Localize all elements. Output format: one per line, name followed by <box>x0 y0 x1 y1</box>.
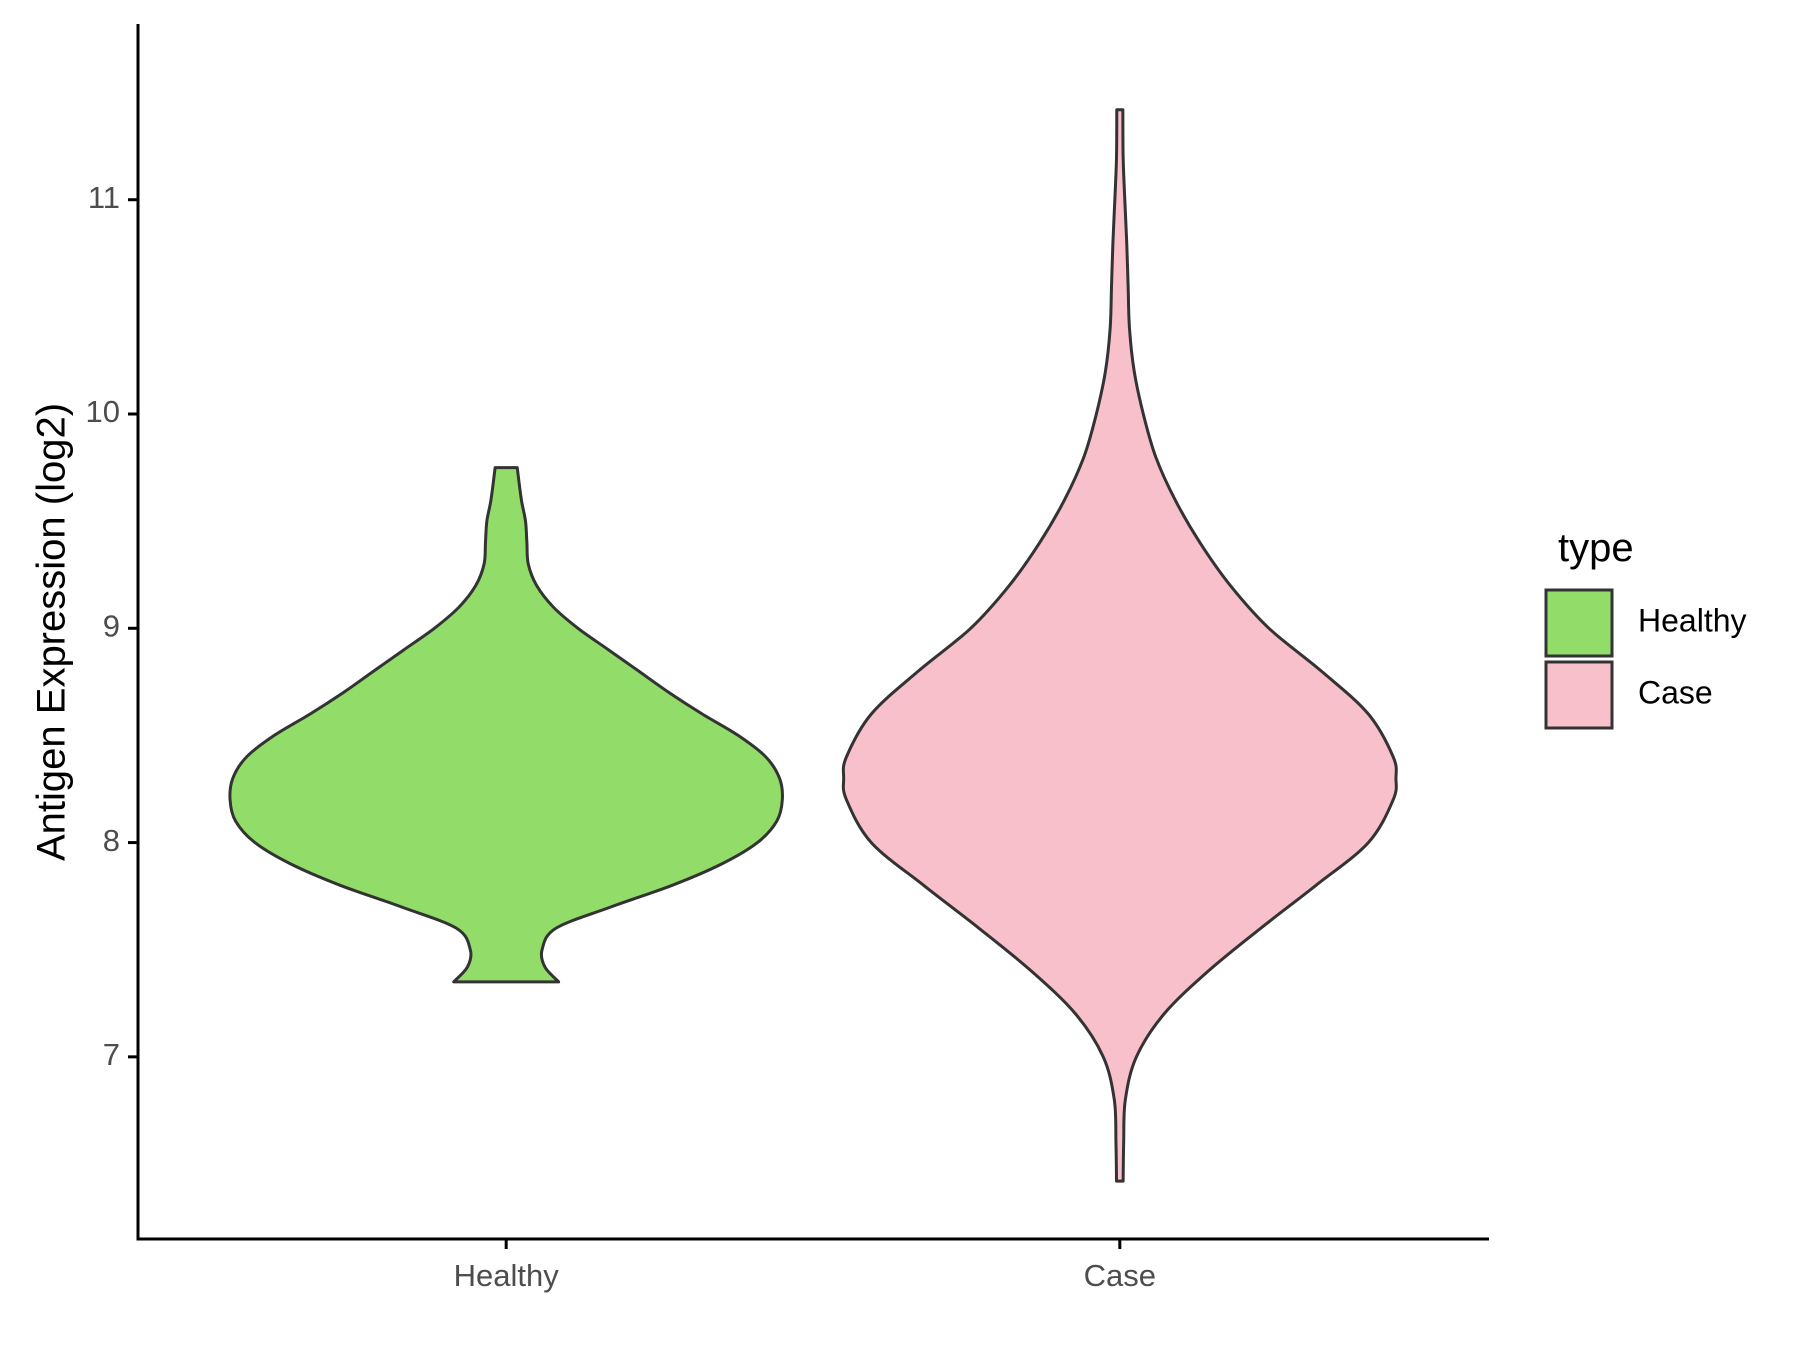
violin-case <box>841 108 1398 1183</box>
y-tick-label: 11 <box>88 180 120 215</box>
y-tick-label: 10 <box>86 394 120 429</box>
violin-layer <box>228 108 1398 1183</box>
x-tick-label: Healthy <box>454 1258 560 1293</box>
y-tick-label: 7 <box>103 1037 120 1072</box>
legend: type Healthy Case <box>1544 526 1747 730</box>
x-tick-label: Case <box>1084 1258 1156 1293</box>
legend-label-healthy: Healthy <box>1638 602 1747 638</box>
y-axis-ticks: 7 8 9 10 11 <box>86 180 138 1072</box>
y-tick-label: 8 <box>103 823 120 858</box>
legend-title: type <box>1558 526 1634 570</box>
legend-items: Healthy Case <box>1544 588 1747 730</box>
legend-key-healthy <box>1544 588 1614 658</box>
x-axis-ticks: Healthy Case <box>454 1239 1156 1293</box>
legend-key-case <box>1544 660 1614 730</box>
violin-healthy <box>228 466 784 984</box>
legend-label-case: Case <box>1638 674 1713 710</box>
y-axis-title: Antigen Expression (log2) <box>30 403 74 861</box>
y-tick-label: 9 <box>103 608 120 643</box>
